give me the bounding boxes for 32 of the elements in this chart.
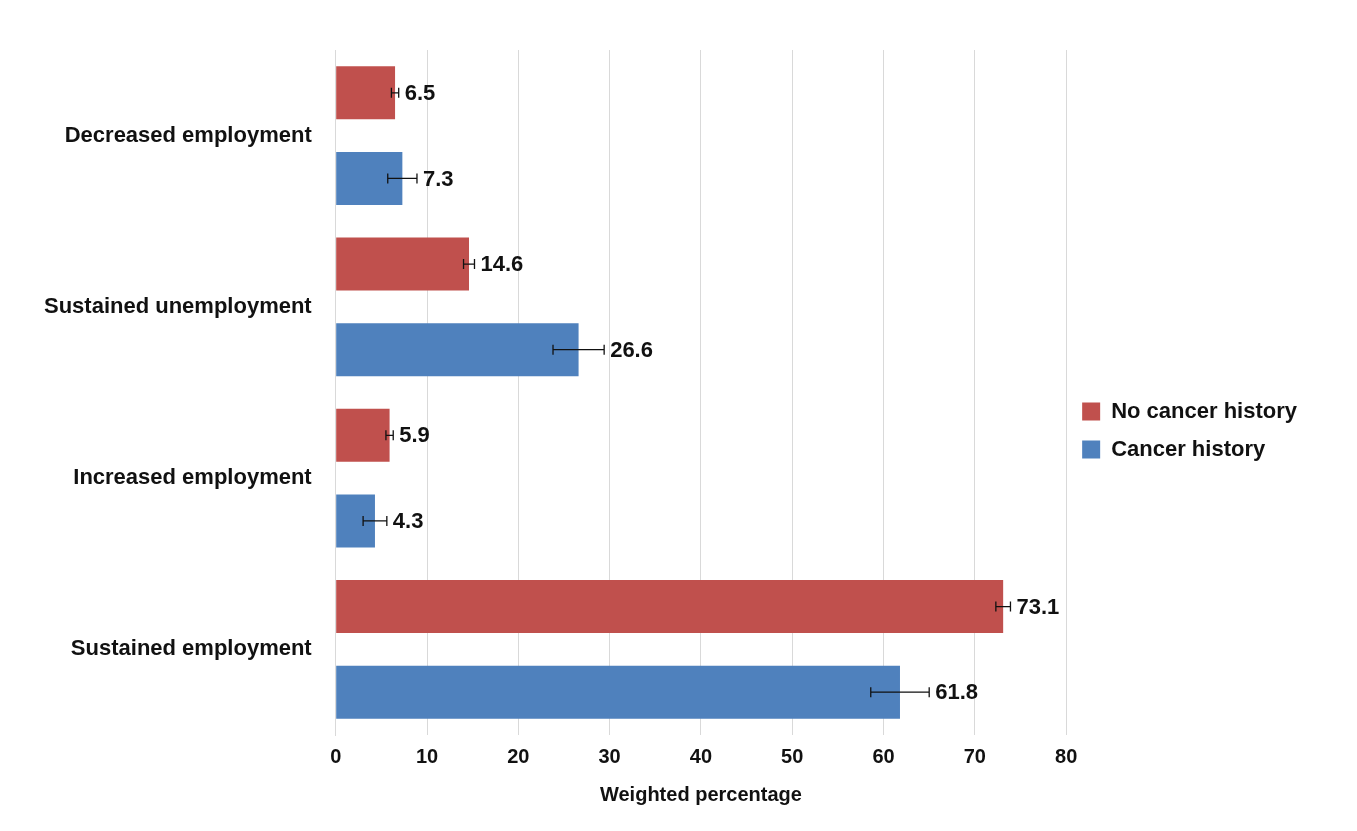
bar	[336, 323, 579, 377]
data-label: 5.9	[399, 422, 430, 448]
data-label: 26.6	[610, 336, 653, 362]
x-tick-label: 20	[507, 744, 530, 767]
bar	[336, 151, 403, 205]
x-tick-label: 70	[963, 744, 986, 767]
y-tick-label: Sustained unemployment	[43, 292, 313, 318]
bar	[336, 665, 900, 719]
legend-label: No cancer history	[1111, 397, 1298, 423]
bar	[336, 494, 375, 548]
x-tick-label: 80	[1055, 744, 1078, 767]
bar	[336, 408, 390, 462]
x-tick-label: 30	[598, 744, 621, 767]
data-label: 4.3	[392, 508, 424, 533]
y-tick-label: Decreased employment	[64, 121, 313, 147]
x-tick-label: 60	[872, 744, 895, 767]
bar	[336, 66, 396, 120]
legend-label: Cancer history	[1111, 435, 1266, 461]
y-tick-label: Increased employment	[73, 464, 313, 490]
bar	[336, 237, 470, 291]
x-tick-label: 40	[689, 744, 713, 767]
data-label: 6.5	[404, 79, 436, 105]
x-tick-label: 10	[415, 744, 439, 767]
data-label: 73.1	[1016, 593, 1060, 619]
data-label: 7.3	[422, 165, 454, 191]
y-tick-label: Sustained employment	[70, 635, 313, 661]
data-label: 61.8	[935, 679, 979, 705]
data-label: 14.6	[480, 251, 524, 277]
x-tick-label: 0	[330, 744, 342, 767]
bar	[336, 580, 1004, 634]
x-axis-title: Weighted percentage	[599, 782, 802, 805]
x-tick-label: 50	[781, 744, 804, 767]
